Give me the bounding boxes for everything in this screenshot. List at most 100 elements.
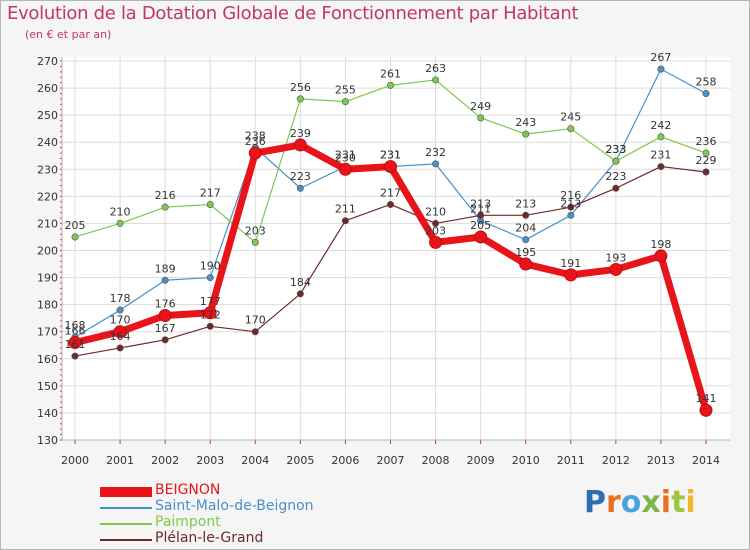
data-point-saint-malo-de-beignon xyxy=(567,211,575,219)
data-label-saint-malo-de-beignon: 204 xyxy=(515,222,536,235)
data-point-paimpont xyxy=(567,125,575,133)
logo-letter: x xyxy=(641,485,661,520)
data-label-beignon: 230 xyxy=(335,151,356,164)
data-point-plelan-le-grand xyxy=(477,211,485,219)
data-label-plelan-le-grand: 216 xyxy=(560,189,581,202)
y-tick-label: 160 xyxy=(37,353,58,366)
x-tick-label: 2012 xyxy=(602,454,630,467)
x-tick-label: 2011 xyxy=(557,454,585,467)
data-label-saint-malo-de-beignon: 168 xyxy=(65,319,86,332)
data-label-paimpont: 216 xyxy=(155,189,176,202)
data-point-beignon xyxy=(609,262,623,276)
y-tick-label: 210 xyxy=(37,217,58,230)
data-point-paimpont xyxy=(161,203,169,211)
data-point-plelan-le-grand xyxy=(206,322,214,330)
data-label-saint-malo-de-beignon: 258 xyxy=(696,75,717,88)
data-label-paimpont: 255 xyxy=(335,84,356,97)
x-tick-label: 2007 xyxy=(377,454,405,467)
data-label-beignon: 239 xyxy=(290,127,311,140)
data-label-paimpont: 245 xyxy=(560,111,581,124)
data-point-saint-malo-de-beignon xyxy=(116,306,124,314)
data-point-plelan-le-grand xyxy=(432,219,440,227)
data-point-beignon xyxy=(113,325,127,339)
legend-label: Plélan-le-Grand xyxy=(155,530,264,546)
data-point-paimpont xyxy=(477,114,485,122)
x-tick-label: 2004 xyxy=(241,454,269,467)
data-label-beignon: 193 xyxy=(605,251,626,264)
logo-letter: P xyxy=(584,485,606,520)
data-point-beignon xyxy=(293,138,307,152)
data-point-plelan-le-grand xyxy=(657,163,665,171)
legend-swatch xyxy=(100,539,152,541)
legend-label: Paimpont xyxy=(155,514,221,530)
data-point-saint-malo-de-beignon xyxy=(206,274,214,282)
data-point-beignon xyxy=(429,235,443,249)
data-point-beignon xyxy=(699,403,713,417)
y-tick-label: 270 xyxy=(37,55,58,68)
data-point-paimpont xyxy=(612,157,620,165)
data-label-plelan-le-grand: 164 xyxy=(110,330,131,343)
data-label-plelan-le-grand: 211 xyxy=(335,203,356,216)
legend-swatch xyxy=(100,523,152,525)
data-point-saint-malo-de-beignon xyxy=(702,89,710,97)
logo-letter: i xyxy=(685,485,696,520)
x-tick-label: 2003 xyxy=(196,454,224,467)
data-label-saint-malo-de-beignon: 211 xyxy=(470,203,491,216)
data-label-beignon: 203 xyxy=(425,224,446,237)
data-point-beignon xyxy=(68,336,82,350)
logo-letter: r xyxy=(606,485,621,520)
data-label-plelan-le-grand: 172 xyxy=(200,308,221,321)
data-label-beignon: 141 xyxy=(696,392,717,405)
data-label-paimpont: 249 xyxy=(470,100,491,113)
data-label-paimpont: 261 xyxy=(380,67,401,80)
data-label-saint-malo-de-beignon: 267 xyxy=(650,51,671,64)
data-label-beignon: 205 xyxy=(470,219,491,232)
x-tick-label: 2005 xyxy=(286,454,314,467)
data-label-saint-malo-de-beignon: 231 xyxy=(380,149,401,162)
data-point-paimpont xyxy=(657,133,665,141)
data-label-paimpont: 256 xyxy=(290,81,311,94)
data-point-saint-malo-de-beignon xyxy=(432,160,440,168)
data-label-saint-malo-de-beignon: 189 xyxy=(155,262,176,275)
data-label-paimpont: 233 xyxy=(605,143,626,156)
data-label-plelan-le-grand: 210 xyxy=(425,205,446,218)
data-label-beignon: 236 xyxy=(245,135,266,148)
data-point-beignon xyxy=(384,160,397,174)
data-point-beignon xyxy=(519,257,533,271)
data-point-paimpont xyxy=(522,130,530,138)
x-tick-label: 2001 xyxy=(106,454,134,467)
data-label-plelan-le-grand: 213 xyxy=(515,197,536,210)
data-point-paimpont xyxy=(386,81,394,89)
data-point-beignon xyxy=(248,146,262,160)
y-tick-label: 220 xyxy=(37,190,58,203)
y-tick-label: 140 xyxy=(37,407,58,420)
x-tick-label: 2014 xyxy=(692,454,720,467)
data-point-plelan-le-grand xyxy=(522,211,530,219)
data-point-plelan-le-grand xyxy=(251,328,259,336)
data-label-paimpont: 263 xyxy=(425,62,446,75)
data-label-plelan-le-grand: 213 xyxy=(470,197,491,210)
data-label-saint-malo-de-beignon: 231 xyxy=(335,149,356,162)
data-label-paimpont: 243 xyxy=(515,116,536,129)
data-label-beignon: 231 xyxy=(380,149,401,162)
data-label-beignon: 170 xyxy=(110,314,131,327)
data-point-paimpont xyxy=(71,233,79,241)
legend-swatch xyxy=(100,507,152,509)
y-tick-label: 130 xyxy=(37,434,58,447)
x-tick-label: 2009 xyxy=(467,454,495,467)
data-label-plelan-le-grand: 223 xyxy=(605,170,626,183)
data-label-plelan-le-grand: 161 xyxy=(65,338,86,351)
data-point-plelan-le-grand xyxy=(116,344,124,352)
legend-label: Saint-Malo-de-Beignon xyxy=(155,498,314,514)
data-label-beignon: 177 xyxy=(200,295,221,308)
data-label-paimpont: 205 xyxy=(65,219,86,232)
data-label-beignon: 198 xyxy=(650,238,671,251)
data-point-beignon xyxy=(338,162,352,176)
data-label-plelan-le-grand: 167 xyxy=(155,322,176,335)
data-point-beignon xyxy=(654,249,668,263)
data-label-saint-malo-de-beignon: 213 xyxy=(560,197,581,210)
data-label-plelan-le-grand: 229 xyxy=(696,154,717,167)
data-point-saint-malo-de-beignon xyxy=(296,184,304,192)
data-point-paimpont xyxy=(432,76,440,84)
data-label-paimpont: 217 xyxy=(200,186,221,199)
